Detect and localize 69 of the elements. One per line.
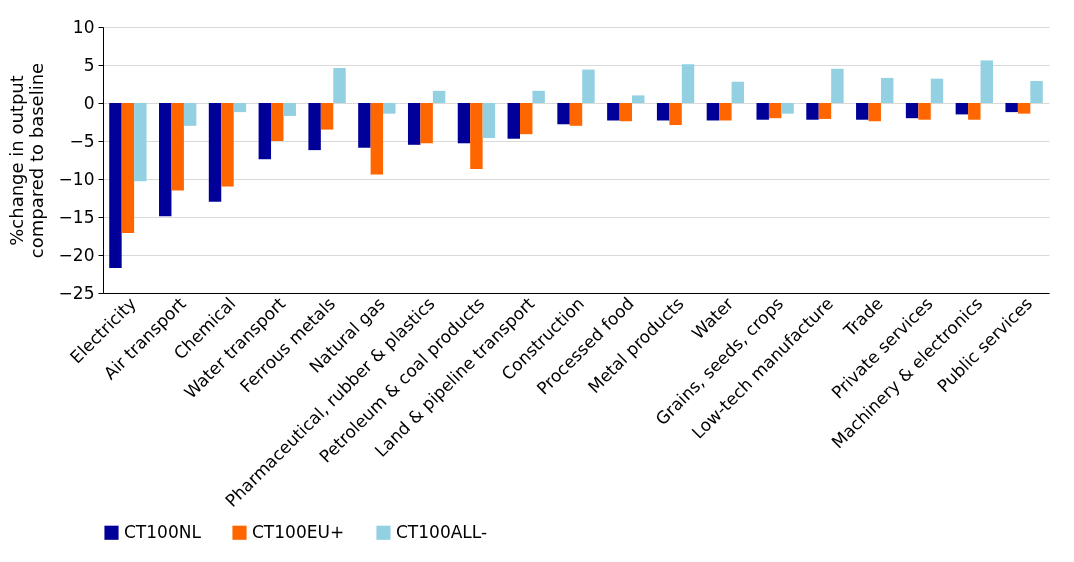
bar — [557, 103, 570, 125]
bar — [955, 103, 969, 115]
bar — [918, 103, 931, 120]
bar — [806, 103, 819, 120]
bar — [632, 95, 645, 103]
legend-label: CT100EU+ — [252, 521, 345, 542]
bar — [432, 90, 446, 103]
bar — [283, 103, 296, 116]
bar — [320, 103, 334, 130]
bar — [109, 103, 122, 268]
bar — [271, 103, 284, 141]
bar — [768, 103, 782, 119]
bar — [1017, 103, 1031, 114]
bar — [208, 103, 222, 202]
bar — [171, 103, 184, 191]
bar — [818, 103, 832, 119]
legend-label: CT100ALL- — [396, 521, 488, 542]
y-axis-title: %change in output compared to baseline — [5, 62, 47, 259]
bar — [532, 90, 545, 103]
bar — [370, 103, 384, 175]
bar — [470, 103, 483, 170]
y-tick-label: 10 — [72, 16, 95, 37]
bar — [607, 103, 620, 121]
bar — [706, 103, 720, 121]
bar — [1005, 103, 1018, 113]
y-tick-label: −15 — [58, 206, 95, 227]
y-tick-label: −5 — [69, 130, 95, 151]
y-tick-label: −25 — [58, 282, 95, 303]
bar — [383, 103, 396, 114]
bar — [358, 103, 371, 148]
bar — [719, 103, 732, 121]
legend-label: CT100NL — [124, 521, 202, 542]
bar — [519, 103, 533, 135]
bar — [134, 103, 147, 182]
bar — [619, 103, 633, 122]
bar — [781, 103, 794, 114]
bar — [183, 103, 197, 126]
bar — [407, 103, 421, 145]
bar — [233, 103, 247, 113]
bar — [457, 103, 471, 144]
bar — [681, 64, 695, 103]
bar — [669, 103, 682, 126]
y-tick-label: −20 — [58, 244, 95, 265]
bar — [968, 103, 981, 120]
y-tick-label: 0 — [83, 92, 95, 113]
bar — [930, 78, 944, 103]
bar — [856, 103, 869, 120]
bar — [569, 103, 583, 126]
bar — [258, 103, 272, 160]
bar — [221, 103, 234, 187]
bar — [831, 68, 844, 103]
y-tick-label: −10 — [58, 168, 95, 189]
bar — [868, 103, 881, 122]
bar — [507, 103, 520, 139]
bar — [656, 103, 670, 121]
bar — [880, 77, 894, 103]
bar — [756, 103, 769, 120]
bar — [121, 103, 135, 233]
bar — [1030, 80, 1043, 103]
bar — [308, 103, 321, 151]
bar — [582, 69, 595, 103]
y-tick-label: 5 — [83, 54, 95, 75]
bar — [420, 103, 433, 144]
bar — [731, 81, 745, 103]
bar — [333, 68, 346, 103]
bar — [980, 60, 993, 103]
bar — [905, 103, 919, 119]
bar — [159, 103, 172, 217]
bar — [482, 103, 496, 138]
